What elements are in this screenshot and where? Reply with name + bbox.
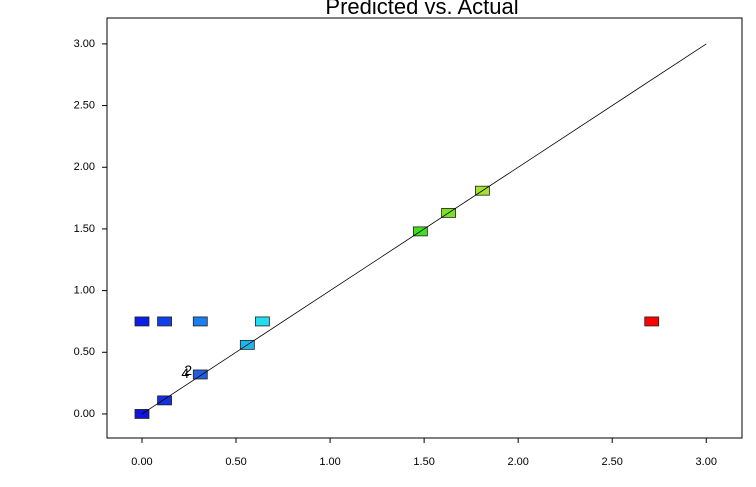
y-tick-label: 0.50 [74, 346, 95, 358]
x-tick-label: 1.00 [319, 456, 340, 468]
y-tick-label: 1.50 [74, 223, 95, 235]
y-tick-label: 2.00 [74, 161, 95, 173]
annotation: 4 [181, 365, 189, 381]
chart-title: Predicted vs. Actual [325, 0, 518, 19]
point [254, 316, 270, 327]
y-tick-label: 0.00 [74, 408, 95, 420]
y-tick-label: 2.50 [74, 99, 95, 111]
point [192, 369, 208, 380]
x-tick-label: 0.50 [225, 456, 246, 468]
point [192, 316, 208, 327]
x-tick-label: 3.00 [696, 456, 717, 468]
y-tick-label: 3.00 [74, 38, 95, 50]
reference-line [141, 43, 707, 415]
point [157, 316, 172, 327]
x-tick-label: 1.50 [413, 456, 434, 468]
point [644, 316, 660, 327]
x-tick-label: 2.50 [602, 456, 623, 468]
y-tick-label: 1.00 [74, 285, 95, 297]
x-tick-label: 0.00 [131, 456, 152, 468]
point [157, 395, 172, 406]
x-tick-label: 2.00 [507, 456, 528, 468]
point [134, 316, 150, 327]
annotation: 2 [184, 362, 192, 378]
